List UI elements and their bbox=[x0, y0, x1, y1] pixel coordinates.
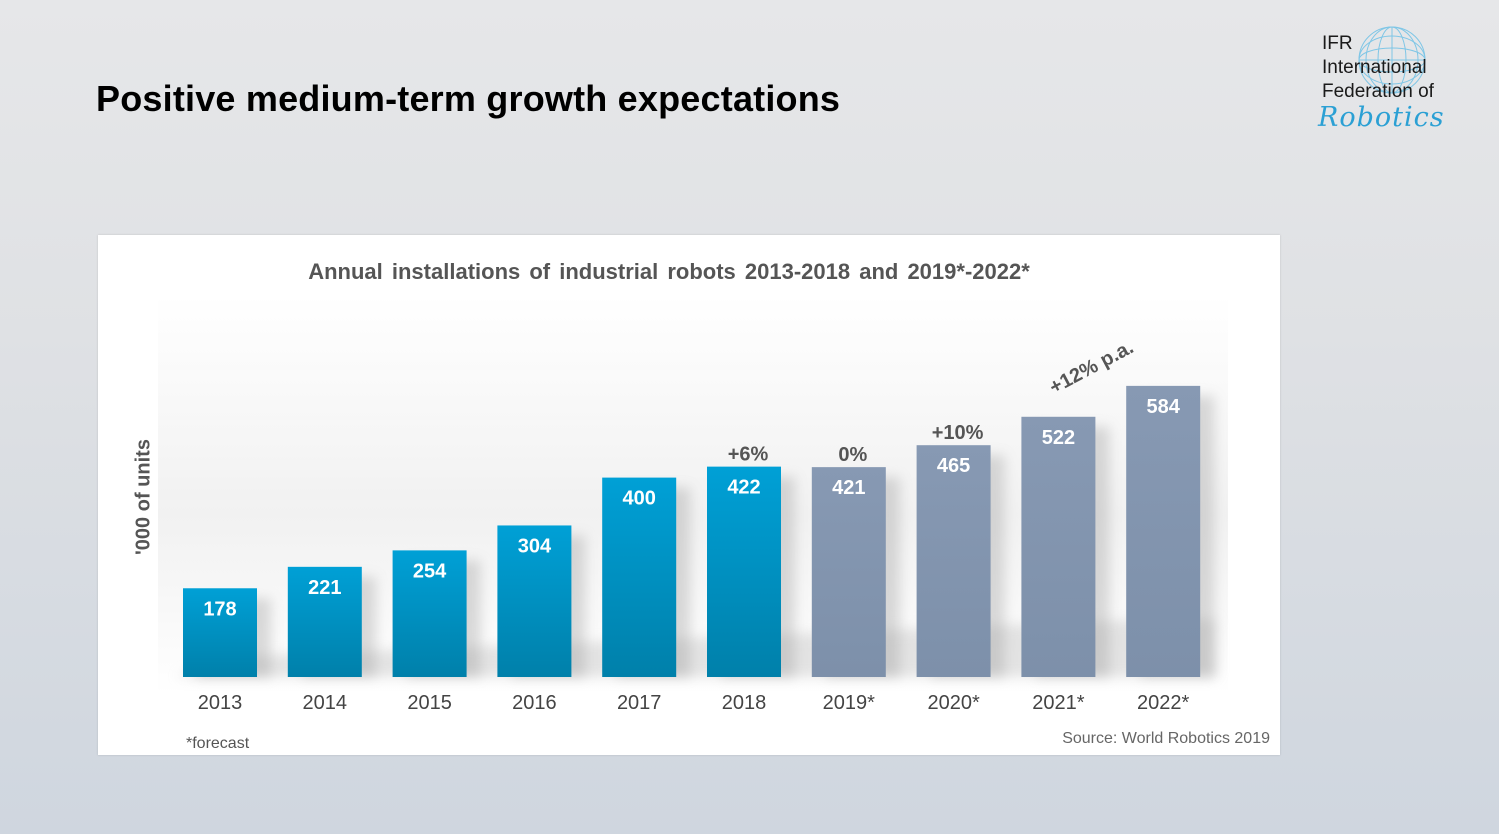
x-tick-label: 2019* bbox=[823, 692, 875, 714]
slide-title: Positive medium-term growth expectations bbox=[96, 78, 841, 119]
bar-chart: 178 2013 221 2014 254 2015 304 2016 400 2017 422 20… bbox=[158, 295, 1228, 714]
source-note: Source: World Robotics 2019 bbox=[1062, 730, 1270, 747]
chart-panel: 178 2013 221 2014 254 2015 304 2016 400 2017 422 20… bbox=[98, 235, 1280, 755]
bar-value-label: 304 bbox=[518, 535, 552, 557]
y-axis-label: '000 of units bbox=[132, 439, 155, 555]
globe-icon bbox=[1358, 26, 1426, 94]
x-tick-label: 2021* bbox=[1032, 692, 1084, 714]
bar-2018 bbox=[707, 466, 781, 677]
bar-value-label: 522 bbox=[1042, 427, 1075, 449]
bar-2016 bbox=[497, 525, 572, 677]
logo-line-2: International bbox=[1322, 57, 1427, 78]
x-tick-label: 2017 bbox=[617, 692, 662, 714]
logo-line-1: IFR bbox=[1322, 33, 1353, 54]
bar-2015 bbox=[392, 550, 467, 677]
bar-value-label: 400 bbox=[623, 488, 656, 510]
bar-2022* bbox=[1126, 385, 1201, 677]
growth-annotation: +10% bbox=[932, 422, 984, 444]
bar-value-label: 221 bbox=[308, 577, 341, 599]
logo-line-4: Robotics bbox=[1318, 102, 1445, 133]
forecast-footnote: *forecast bbox=[186, 735, 250, 752]
bar-2019* bbox=[811, 467, 886, 677]
ifr-logo: IFR International Federation of Robotics bbox=[1316, 26, 1491, 136]
bar-value-label: 254 bbox=[413, 560, 447, 582]
bar-value-label: 421 bbox=[832, 477, 865, 499]
x-tick-label: 2013 bbox=[198, 692, 243, 714]
logo-line-3: Federation of bbox=[1322, 81, 1434, 102]
growth-annotation: +6% bbox=[728, 444, 769, 466]
bar-2014 bbox=[287, 566, 362, 677]
bar-value-label: 178 bbox=[203, 598, 236, 620]
chart-title: Annual installations of industrial robot… bbox=[308, 259, 1030, 284]
bar-2013 bbox=[183, 588, 257, 677]
x-tick-label: 2015 bbox=[407, 692, 452, 714]
bar-value-label: 465 bbox=[937, 455, 970, 477]
x-tick-label: 2020* bbox=[927, 692, 979, 714]
x-tick-label: 2018 bbox=[722, 692, 767, 714]
bar-value-label: 422 bbox=[727, 477, 760, 499]
x-tick-label: 2014 bbox=[303, 692, 348, 714]
growth-annotation: 0% bbox=[838, 444, 867, 466]
x-tick-label: 2016 bbox=[512, 692, 557, 714]
bar-value-label: 584 bbox=[1147, 396, 1181, 418]
x-tick-label: 2022* bbox=[1137, 692, 1189, 714]
bar-2020* bbox=[916, 445, 991, 677]
bar-2017 bbox=[602, 477, 677, 677]
bar-2021* bbox=[1021, 416, 1096, 677]
